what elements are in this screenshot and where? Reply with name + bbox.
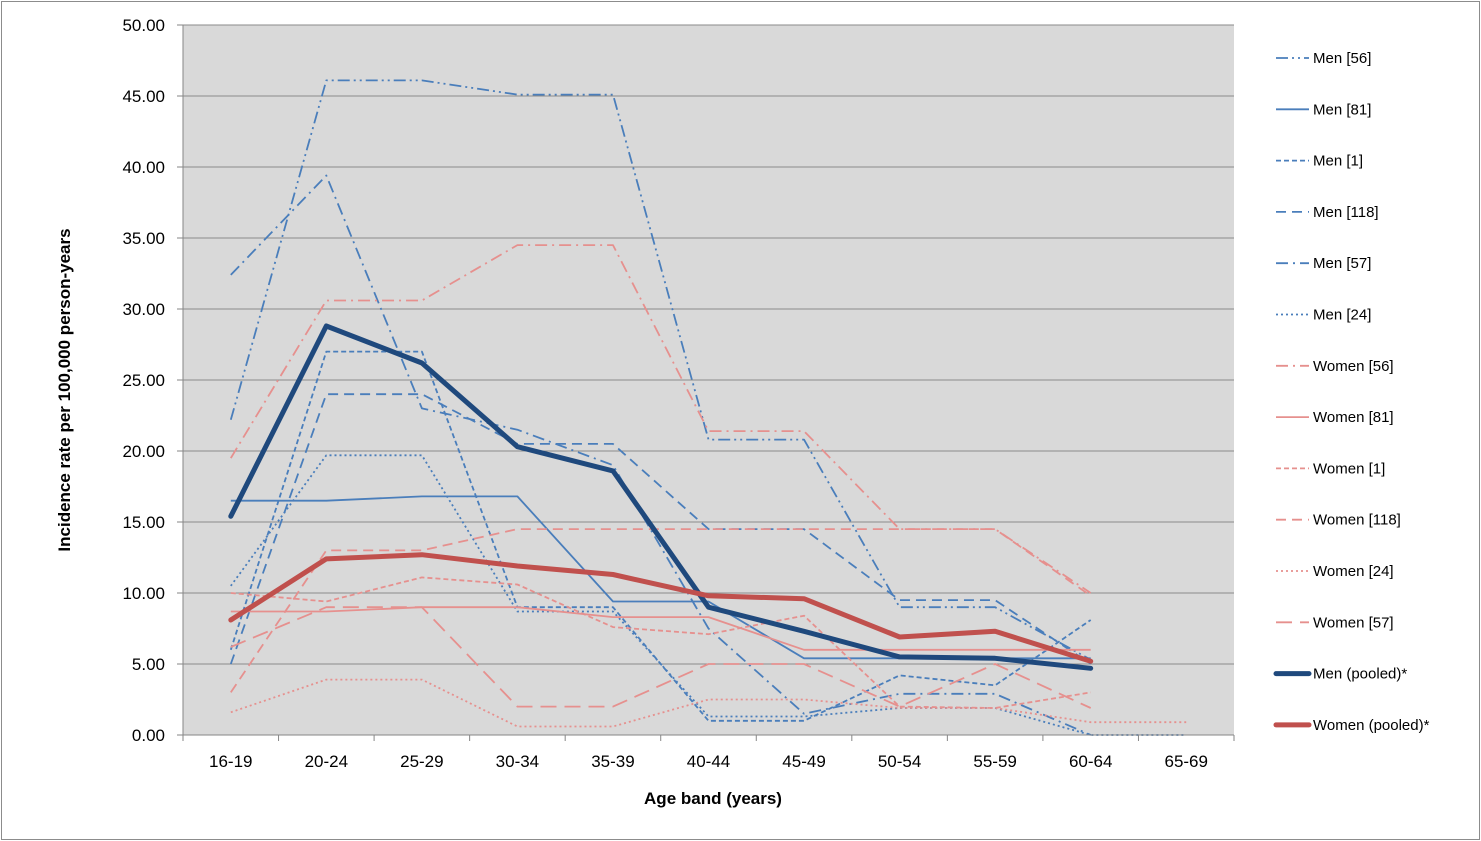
series-line-women-57 — [230, 606, 1092, 709]
y-tick-label: 20.00 — [122, 442, 165, 461]
series-line-women-81 — [230, 606, 1091, 651]
y-axis-title: Incidence rate per 100,000 person-years — [55, 228, 74, 551]
legend: Men [56] Men [81] Men [1] Men [118] Men [57]… — [1273, 50, 1430, 734]
legend-label: Men (pooled)* — [1313, 666, 1407, 683]
x-tick-label: 20-24 — [305, 752, 348, 771]
series-line-men-1 — [229, 350, 1092, 722]
legend-label: Women [118] — [1313, 512, 1401, 529]
y-tick-label: 40.00 — [122, 158, 165, 177]
series-line-women-24 — [230, 678, 1187, 728]
series-line-women-pooled — [228, 552, 1094, 664]
legend-label: Men [81] — [1313, 101, 1371, 118]
y-tick-label: 0.00 — [132, 726, 165, 745]
legend-label: Women [57] — [1313, 614, 1394, 631]
y-tick-label: 25.00 — [122, 371, 165, 390]
legend-label: Men [57] — [1313, 255, 1371, 272]
y-tick-label: 10.00 — [122, 584, 165, 603]
series-line-men-pooled — [228, 323, 1094, 671]
x-tick-label: 55-59 — [973, 752, 1016, 771]
x-tick-label: 50-54 — [878, 752, 921, 771]
legend-label: Women [81] — [1313, 409, 1394, 426]
legend-label: Women [24] — [1313, 563, 1394, 580]
series-line-women-1 — [230, 576, 1091, 709]
x-tick-label: 35-39 — [591, 752, 634, 771]
series-layer — [228, 79, 1187, 736]
legend-label: Women [1] — [1313, 460, 1385, 477]
legend-label: Men [118] — [1313, 204, 1379, 221]
x-axis-tick-labels: 16-19 20-24 25-29 30-34 35-39 40-44 45-49 50-54… — [209, 752, 1208, 771]
x-tick-label: 25-29 — [400, 752, 443, 771]
legend-label: Men [1] — [1313, 153, 1363, 170]
gridlines — [177, 24, 1234, 736]
x-tick-label: 40-44 — [687, 752, 730, 771]
legend-label: Women (pooled)* — [1313, 717, 1430, 734]
axes — [182, 25, 1235, 741]
y-tick-label: 50.00 — [122, 16, 165, 35]
y-tick-label: 15.00 — [122, 513, 165, 532]
y-tick-label: 5.00 — [132, 655, 165, 674]
y-tick-label: 45.00 — [122, 87, 165, 106]
legend-label: Men [56] — [1313, 50, 1371, 67]
x-tick-label: 60-64 — [1069, 752, 1112, 771]
legend-label: Men [24] — [1313, 307, 1371, 324]
legend-label: Women [56] — [1313, 358, 1394, 375]
y-tick-label: 30.00 — [122, 300, 165, 319]
x-axis-title: Age band (years) — [644, 789, 782, 808]
series-line-men-118 — [229, 393, 1092, 665]
x-tick-label: 30-34 — [496, 752, 539, 771]
x-tick-label: 45-49 — [782, 752, 825, 771]
y-tick-label: 35.00 — [122, 229, 165, 248]
y-axis-tick-labels: 0.00 5.00 10.00 15.00 20.00 25.00 30.00 35.00 40… — [122, 16, 165, 745]
series-line-men-56 — [229, 79, 1092, 661]
series-line-men-24 — [230, 454, 1187, 736]
x-tick-label: 16-19 — [209, 752, 252, 771]
x-tick-label: 65-69 — [1164, 752, 1207, 771]
